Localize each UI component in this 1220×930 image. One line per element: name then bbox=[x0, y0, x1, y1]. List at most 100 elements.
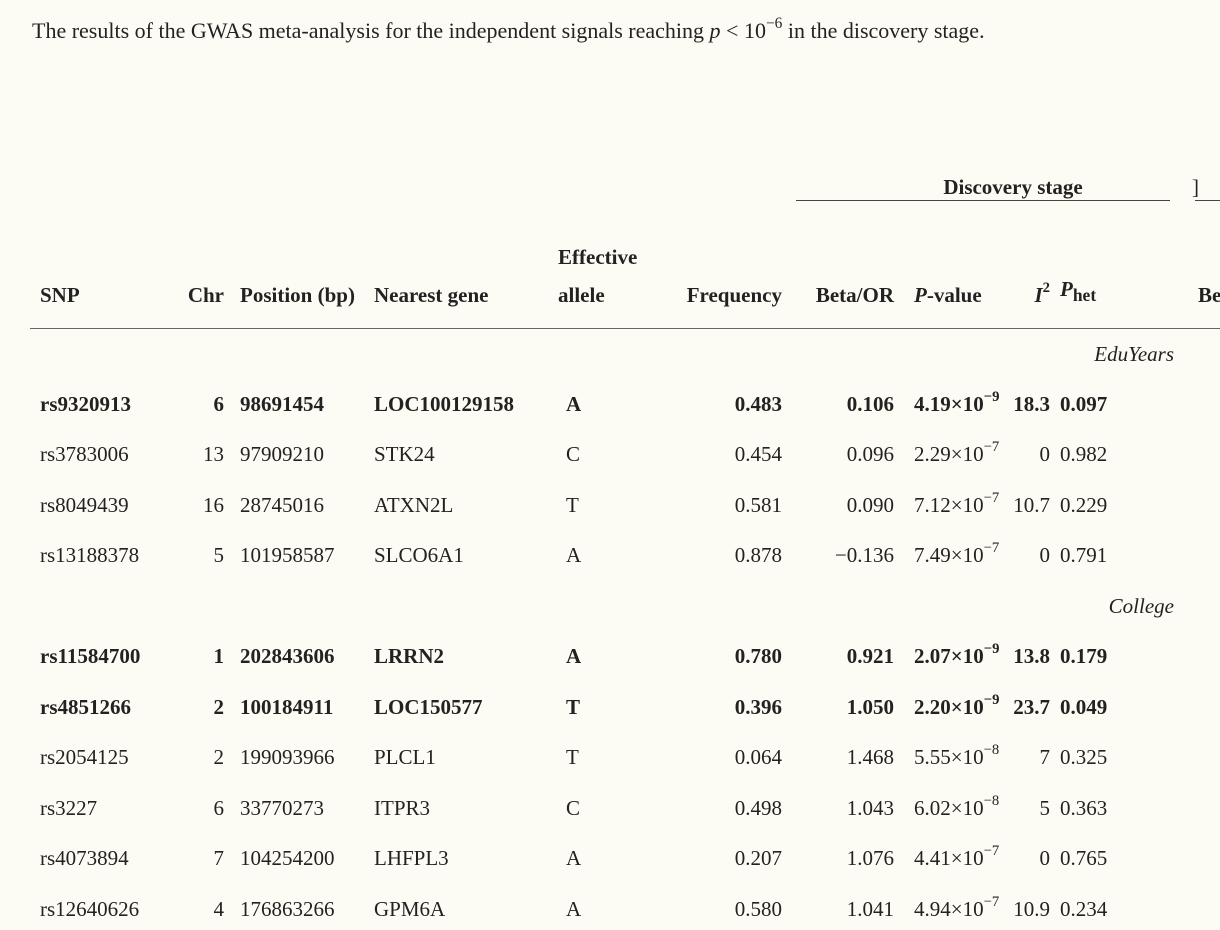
gene-cell: ATXN2L bbox=[374, 492, 454, 517]
group-header-row: College bbox=[30, 581, 1220, 632]
phet-cell: 0.049 bbox=[1060, 694, 1108, 719]
allele-cell: C bbox=[566, 795, 581, 820]
chr-cell: 1 bbox=[213, 644, 225, 669]
beta-cell: 0.921 bbox=[846, 644, 894, 669]
pvalue-mantissa: 5.55×10 bbox=[914, 745, 984, 770]
i2-cell: 5 bbox=[1039, 795, 1051, 820]
next-stage-rule bbox=[1195, 200, 1220, 201]
position-cell: 97909210 bbox=[240, 442, 324, 467]
table-row: rs12640626 4 176863266 GPM6A A 0.580 1.041 4.94… bbox=[30, 884, 1220, 930]
gene-cell: GPM6A bbox=[374, 896, 446, 921]
gene-cell: ITPR3 bbox=[374, 795, 431, 820]
snp-cell: rs3783006 bbox=[40, 442, 129, 467]
allele-cell: A bbox=[566, 543, 582, 568]
snp-cell: rs9320913 bbox=[40, 391, 131, 416]
phet-letter: P bbox=[1060, 276, 1073, 301]
frequency-cell: 0.780 bbox=[734, 644, 782, 669]
caption-p: p bbox=[709, 18, 721, 43]
pvalue-mantissa: 4.19×10 bbox=[914, 391, 984, 416]
frequency-cell: 0.207 bbox=[734, 846, 782, 871]
pvalue-cell: 5.55×10−8 bbox=[898, 733, 1008, 784]
col-i2: I2 bbox=[1008, 216, 1050, 329]
pvalue-cell: 7.49×10−7 bbox=[898, 531, 1008, 582]
phet-cell: 0.234 bbox=[1060, 896, 1108, 921]
group-label: EduYears bbox=[1094, 341, 1174, 366]
col-next: Be bbox=[1190, 216, 1220, 329]
snp-cell: rs4073894 bbox=[40, 846, 129, 871]
i2-cell: 10.9 bbox=[1013, 896, 1050, 921]
allele-cell: T bbox=[566, 492, 579, 517]
position-cell: 176863266 bbox=[240, 896, 335, 921]
frequency-cell: 0.064 bbox=[734, 745, 782, 770]
col-position: Position (bp) bbox=[224, 216, 366, 329]
pvalue-exponent: −9 bbox=[983, 691, 1000, 708]
table-row: rs8049439 16 28745016 ATXN2L T 0.581 0.090 7.12… bbox=[30, 480, 1220, 531]
beta-cell: 1.043 bbox=[846, 795, 894, 820]
snp-cell: rs4851266 bbox=[40, 694, 131, 719]
col-frequency: Frequency bbox=[622, 216, 786, 329]
col-phet: Phet bbox=[1050, 216, 1190, 329]
chr-cell: 13 bbox=[203, 442, 224, 467]
pvalue-cell: 4.19×10−9 bbox=[898, 379, 1008, 430]
frequency-cell: 0.483 bbox=[734, 391, 782, 416]
i2-sup: 2 bbox=[1042, 280, 1050, 296]
allele-cell: T bbox=[566, 745, 579, 770]
pvalue-mantissa: 2.29×10 bbox=[914, 442, 984, 467]
i2-cell: 13.8 bbox=[1013, 644, 1050, 669]
snp-cell: rs13188378 bbox=[40, 543, 140, 568]
phet-cell: 0.363 bbox=[1060, 795, 1108, 820]
allele-cell: A bbox=[566, 644, 582, 669]
gene-cell: LHFPL3 bbox=[374, 846, 449, 871]
caption-threshold: < 10 bbox=[720, 18, 766, 43]
chr-cell: 2 bbox=[213, 745, 225, 770]
table-row: rs9320913 6 98691454 LOC100129158 A 0.483 0.10… bbox=[30, 379, 1220, 430]
pvalue-cell: 4.41×10−7 bbox=[898, 834, 1008, 885]
pvalue-exponent: −9 bbox=[983, 388, 1000, 405]
snp-cell: rs3227 bbox=[40, 795, 98, 820]
pvalue-mantissa: 7.12×10 bbox=[914, 492, 984, 517]
allele-cell: T bbox=[566, 694, 581, 719]
pvalue-exponent: −7 bbox=[983, 843, 1000, 860]
i2-letter: I bbox=[1034, 283, 1043, 307]
group-header-row: EduYears bbox=[30, 329, 1220, 380]
col-gene: Nearest gene bbox=[366, 216, 552, 329]
col-snp: SNP bbox=[30, 216, 170, 329]
i2-cell: 0 bbox=[1039, 543, 1051, 568]
i2-cell: 23.7 bbox=[1013, 694, 1050, 719]
allele-cell: A bbox=[566, 846, 582, 871]
snp-cell: rs11584700 bbox=[40, 644, 141, 669]
caption-text-end: in the discovery stage. bbox=[782, 18, 985, 43]
table-row: rs2054125 2 199093966 PLCL1 T 0.064 1.468 5.55×… bbox=[30, 733, 1220, 784]
results-table: Discovery stage ] SNP Chr Position (bp) … bbox=[30, 140, 1220, 930]
pvalue-cell: 6.02×10−8 bbox=[898, 783, 1008, 834]
beta-cell: 1.050 bbox=[846, 694, 894, 719]
pvalue-cell: 2.20×10−9 bbox=[898, 682, 1008, 733]
gene-cell: PLCL1 bbox=[374, 745, 436, 770]
frequency-cell: 0.498 bbox=[734, 795, 782, 820]
chr-cell: 6 bbox=[213, 391, 225, 416]
results-table-container[interactable]: Discovery stage ] SNP Chr Position (bp) … bbox=[30, 140, 1220, 930]
pvalue-exponent: −7 bbox=[983, 439, 1000, 456]
frequency-cell: 0.878 bbox=[734, 543, 782, 568]
phet-cell: 0.765 bbox=[1060, 846, 1108, 871]
table-row: rs13188378 5 101958587 SLCO6A1 A 0.878 −0.136 7… bbox=[30, 531, 1220, 582]
pvalue-exponent: −7 bbox=[983, 540, 1000, 557]
beta-cell: 1.076 bbox=[846, 846, 894, 871]
col-pvalue: P-value bbox=[898, 216, 1008, 329]
frequency-cell: 0.580 bbox=[734, 896, 782, 921]
table-caption: The results of the GWAS meta-analysis fo… bbox=[32, 10, 1182, 51]
position-cell: 104254200 bbox=[240, 846, 335, 871]
snp-cell: rs8049439 bbox=[40, 492, 129, 517]
allele-cell: A bbox=[566, 391, 582, 416]
caption-text: The results of the GWAS meta-analysis fo… bbox=[32, 18, 710, 43]
i2-cell: 10.7 bbox=[1013, 492, 1050, 517]
pvalue-exponent: −8 bbox=[983, 742, 1000, 759]
phet-sub: het bbox=[1072, 285, 1097, 305]
position-cell: 28745016 bbox=[240, 492, 324, 517]
beta-cell: −0.136 bbox=[834, 543, 894, 568]
discovery-stage-rule bbox=[796, 200, 1170, 201]
phet-cell: 0.791 bbox=[1060, 543, 1108, 568]
discovery-stage-header: Discovery stage bbox=[943, 175, 1083, 199]
allele-cell: A bbox=[566, 896, 582, 921]
pvalue-mantissa: 6.02×10 bbox=[914, 795, 984, 820]
